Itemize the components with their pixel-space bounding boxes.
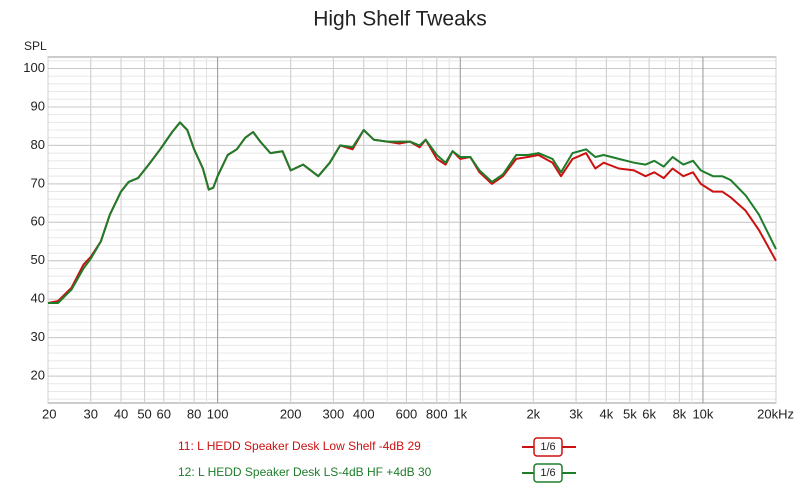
x-tick-label: 400 <box>353 406 375 421</box>
y-tick-label: 40 <box>31 291 45 306</box>
x-tick-label: 20 <box>42 406 56 421</box>
grid <box>47 57 777 403</box>
x-tick-label: 40 <box>114 406 128 421</box>
legend-box <box>533 437 563 457</box>
x-tick-label: 80 <box>187 406 201 421</box>
x-tick-label: 4k <box>600 406 614 421</box>
x-tick-label: 10k <box>692 406 713 421</box>
x-tick-label: 20kHz <box>757 406 794 421</box>
x-tick-label: 50 <box>137 406 151 421</box>
legend-smoothing: 1/6 <box>540 467 555 479</box>
y-tick-label: 70 <box>31 175 45 190</box>
x-tick-label: 100 <box>207 406 229 421</box>
x-tick-label: 200 <box>280 406 302 421</box>
y-tick-label: 90 <box>31 98 45 113</box>
y-tick-label: 20 <box>31 368 45 383</box>
x-tick-label: 600 <box>396 406 418 421</box>
x-tick-label: 1k <box>453 406 467 421</box>
x-tick-label: 6k <box>642 406 656 421</box>
legend-label: 12: L HEDD Speaker Desk LS-4dB HF +4dB 3… <box>178 465 432 479</box>
x-tick-label: 30 <box>83 406 97 421</box>
x-tick-label: 300 <box>323 406 345 421</box>
y-tick-label: 100 <box>23 60 45 75</box>
series-line <box>48 121 777 304</box>
x-tick-label: 5k <box>623 406 637 421</box>
x-tick-label: 8k <box>673 406 687 421</box>
x-tick-label: 60 <box>157 406 171 421</box>
y-axis-label: SPL <box>24 39 47 53</box>
y-tick-label: 60 <box>31 214 45 229</box>
x-tick-label: 2k <box>526 406 540 421</box>
legend-box <box>533 463 563 483</box>
x-tick-label: 3k <box>569 406 583 421</box>
legend-label: 11: L HEDD Speaker Desk Low Shelf -4dB 2… <box>178 439 421 453</box>
x-tick-label: 800 <box>426 406 448 421</box>
y-tick-label: 50 <box>31 252 45 267</box>
legend-smoothing: 1/6 <box>540 441 555 453</box>
chart-title: High Shelf Tweaks <box>313 8 487 31</box>
y-tick-label: 80 <box>31 137 45 152</box>
y-tick-label: 30 <box>31 329 45 344</box>
